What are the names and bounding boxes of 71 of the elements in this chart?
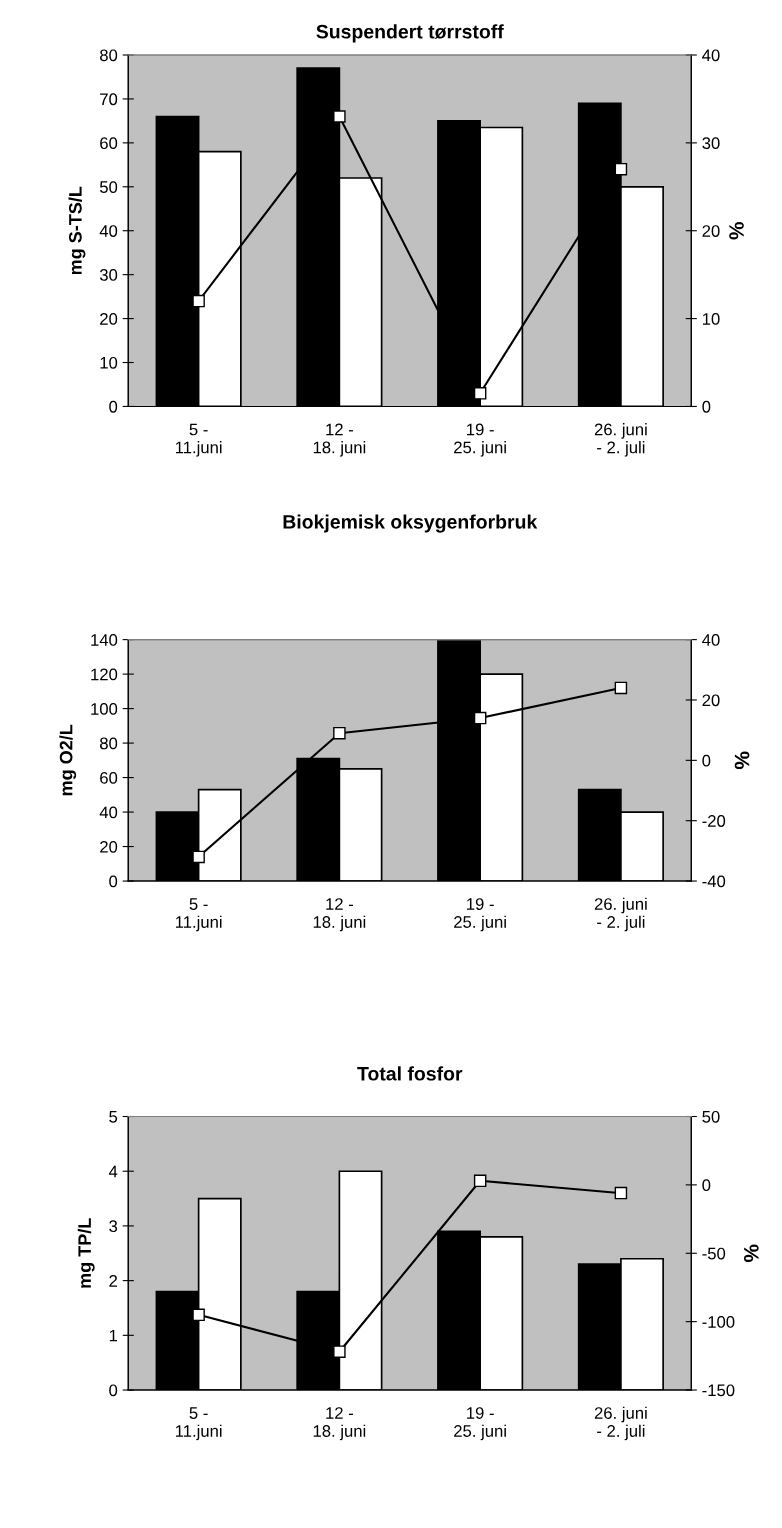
y-tick-label: 40 [99,806,118,819]
y2-tick-label: -150 [702,1384,735,1397]
y-tick-label: 50 [99,181,118,193]
point [192,1308,205,1322]
y2-tick-label: 0 [702,754,711,767]
point [192,850,205,864]
y-tick-label: 20 [100,312,118,325]
y-tick-label: 3 [109,1220,118,1233]
y-tick-label: 140 [91,634,118,646]
y-axis-title: mg S-TS/L [68,186,86,275]
y-axis-title: mg TP/L [77,1218,95,1288]
chart-title: Suspendert tørrstoff [316,24,504,43]
y-tick-label: 4 [108,1165,118,1178]
y-tick-label: 5 [109,1111,118,1123]
y2-axis-title: % [743,1244,759,1263]
x-tick-label: 12 - 18. juni [313,1407,366,1441]
y2-tick-label: 50 [702,1110,720,1123]
x-tick-label: 19 - 25. juni [454,423,506,457]
x-tick-label: 26. juni - 2. juli [594,1406,647,1441]
y2-tick-label: 40 [702,49,720,62]
y-tick-label: 10 [100,356,118,369]
y2-tick-label: 10 [702,312,720,325]
y-tick-label: 2 [109,1275,117,1287]
x-tick-label: 5 - 11.juni [175,423,222,457]
x-tick-label: 19 - 25. juni [454,1407,506,1441]
y2-tick-label: -50 [702,1247,726,1260]
y-tick-label: 20 [100,840,118,853]
x-tick-label: 12 - 18. juni [313,423,366,457]
chart-title: Biokjemisk oksygenforbruk [283,514,538,533]
point [333,726,346,740]
y-tick-label: 80 [100,49,118,62]
y-tick-label: 40 [99,225,118,237]
chart-title: Total fosfor [357,1066,463,1081]
point [614,1186,628,1200]
point [473,1174,487,1188]
point [192,294,205,308]
y-tick-label: 0 [109,1384,118,1397]
y-tick-label: 1 [109,1329,118,1342]
y2-tick-label: -100 [702,1316,735,1328]
y2-tick-label: 0 [702,400,711,413]
point [333,110,346,123]
y2-tick-label: 30 [702,137,720,150]
point [473,387,487,400]
y-tick-label: 60 [100,137,118,150]
point [333,1345,346,1358]
point [614,162,628,176]
y-tick-label: 70 [100,93,118,106]
y-tick-label: 60 [100,771,118,784]
x-tick-label: 5 - 11.juni [175,1407,222,1441]
y-tick-label: 80 [100,737,118,750]
y-axis-title: mg O2/L [59,724,77,796]
y2-tick-label: -20 [702,815,726,827]
y-tick-label: 100 [91,703,118,715]
y-tick-label: 0 [109,400,118,413]
x-tick-label: 26. juni - 2. juli [594,423,647,457]
y2-axis-title: % [734,751,750,770]
point [473,711,487,725]
y2-tick-label: 0 [702,1179,711,1192]
y2-tick-label: 20 [702,694,720,707]
y2-axis-title: % [729,222,744,240]
y-tick-label: 30 [99,269,118,281]
y-tick-label: 0 [109,875,118,888]
y2-tick-label: 20 [702,225,720,237]
x-tick-label: 5 - 11.juni [175,898,222,932]
point [614,681,628,695]
x-tick-label: 12 - 18. juni [313,898,366,932]
y2-tick-label: 40 [702,634,720,646]
y2-tick-label: -40 [702,875,726,888]
x-tick-label: 19 - 25. juni [454,898,506,932]
y-tick-label: 120 [91,668,118,681]
x-tick-label: 26. juni - 2. juli [594,897,647,932]
